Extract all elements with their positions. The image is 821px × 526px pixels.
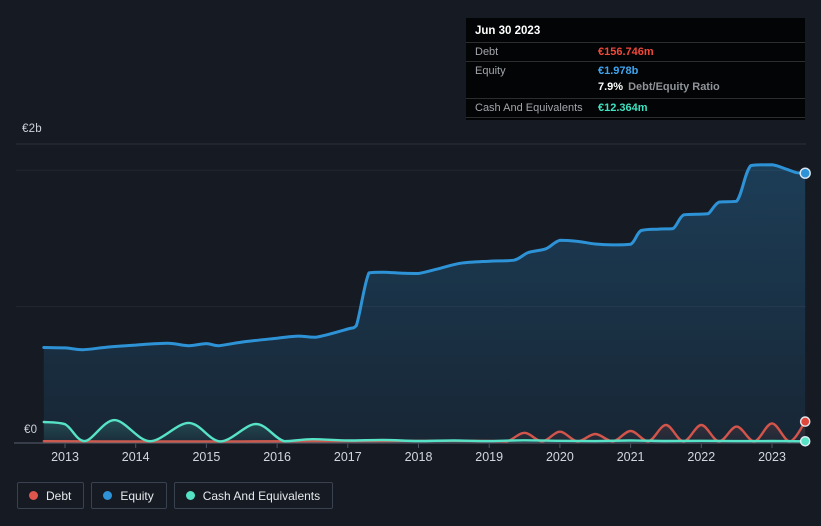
tooltip-cash-value: €12.364m bbox=[598, 102, 648, 114]
tooltip-row-debt-equity-ratio: 7.9% Debt/Equity Ratio bbox=[466, 80, 805, 98]
tooltip-row-cash: Cash And Equivalents €12.364m bbox=[466, 98, 805, 118]
tooltip-row-equity: Equity €1.978b bbox=[466, 61, 805, 80]
x-axis-label-2022: 2022 bbox=[687, 450, 715, 464]
x-axis-label-2015: 2015 bbox=[192, 450, 220, 464]
legend-item-equity-label: Equity bbox=[120, 488, 154, 503]
tooltip-equity-value: €1.978b bbox=[598, 65, 639, 77]
x-axis-label-2021: 2021 bbox=[617, 450, 645, 464]
equity-line bbox=[42, 163, 807, 352]
cash-and-equivalents-end-marker[interactable] bbox=[799, 435, 811, 447]
x-axis-label-2023: 2023 bbox=[758, 450, 786, 464]
x-axis-label-2020: 2020 bbox=[546, 450, 574, 464]
cash-and-equivalents-area bbox=[43, 420, 806, 443]
cash-and-equivalents-line bbox=[42, 418, 807, 443]
legend-item-debt-label: Debt bbox=[46, 488, 72, 503]
x-axis-label-2016: 2016 bbox=[263, 450, 291, 464]
equity-end-marker[interactable] bbox=[799, 167, 811, 179]
legend-item-cash-and-equivalents[interactable]: Cash And Equivalents bbox=[173, 482, 334, 509]
x-axis-label-2017: 2017 bbox=[334, 450, 362, 464]
legend-item-debt[interactable]: Debt bbox=[17, 482, 85, 509]
x-axis-label-2018: 2018 bbox=[405, 450, 433, 464]
chart-tooltip: Jun 30 2023 Debt €156.746m Equity €1.978… bbox=[466, 18, 805, 120]
y-axis-label-2b: €2b bbox=[22, 123, 42, 135]
tooltip-ratio-caption: Debt/Equity Ratio bbox=[628, 81, 720, 93]
equity-legend-dot-icon bbox=[103, 491, 113, 500]
cash-legend-dot-icon bbox=[185, 491, 195, 500]
equity-area bbox=[43, 164, 806, 443]
debt-legend-dot-icon bbox=[29, 491, 38, 500]
x-axis-label-2014: 2014 bbox=[122, 450, 150, 464]
tooltip-row-debt: Debt €156.746m bbox=[466, 42, 805, 61]
x-axis-label-2013: 2013 bbox=[51, 450, 79, 464]
y-axis-label-0: €0 bbox=[24, 424, 38, 436]
debt-end-marker[interactable] bbox=[799, 416, 811, 427]
tooltip-date: Jun 30 2023 bbox=[475, 25, 541, 37]
tooltip-ratio-percent: 7.9% bbox=[598, 81, 624, 93]
tooltip-debt-label: Debt bbox=[475, 46, 499, 58]
tooltip-debt-value: €156.746m bbox=[598, 46, 654, 58]
chart-plot-area[interactable] bbox=[16, 144, 806, 443]
legend-item-cash-label: Cash And Equivalents bbox=[202, 488, 321, 503]
tooltip-cash-label: Cash And Equivalents bbox=[475, 102, 583, 114]
legend-item-equity[interactable]: Equity bbox=[91, 482, 167, 509]
chart-legend: Debt Equity Cash And Equivalents bbox=[17, 482, 334, 509]
tooltip-equity-label: Equity bbox=[475, 65, 506, 77]
x-axis-label-2019: 2019 bbox=[475, 450, 503, 464]
